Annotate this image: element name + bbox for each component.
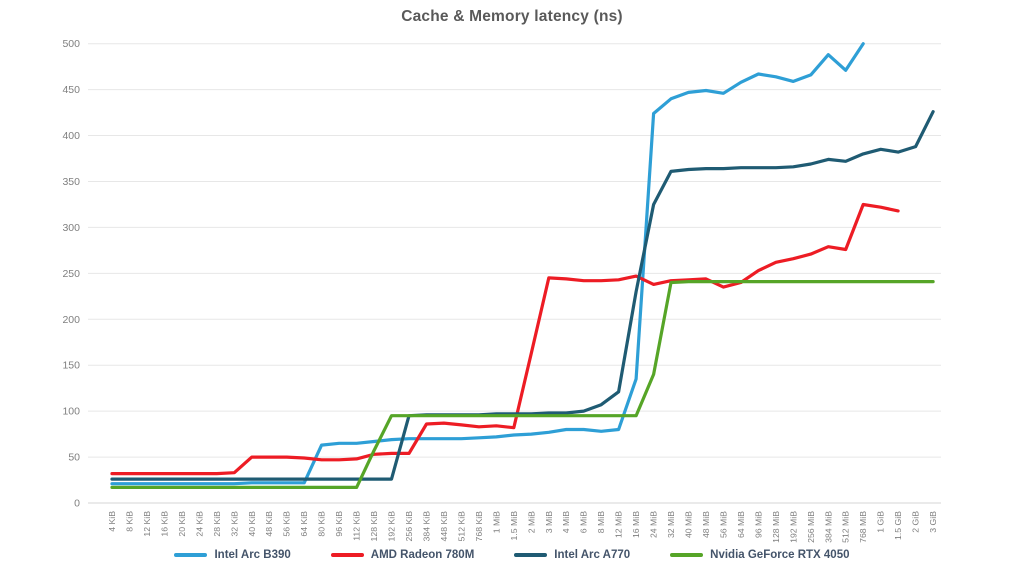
series-line-3	[110, 280, 935, 489]
y-tick-label: 250	[62, 268, 80, 280]
y-tick-label: 400	[62, 130, 80, 142]
x-axis-category-labels: 4 KiB 8 KiB 12 KiB 16 KiB 20 KiB 24 KiB 28 KiB…	[107, 511, 938, 543]
x-tick-label: 96 MiB	[753, 511, 763, 538]
x-tick-label: 128 KiB	[369, 511, 379, 542]
x-tick-label: 1.5 MiB	[509, 511, 519, 541]
y-tick-label: 100	[62, 406, 80, 418]
legend-swatch	[174, 553, 208, 557]
legend-label: Intel Arc B390	[214, 549, 291, 561]
x-tick-label: 64 MiB	[736, 511, 746, 538]
y-tick-label: 500	[62, 38, 80, 50]
legend-label: Intel Arc A770	[554, 549, 631, 561]
x-tick-label: 1 GiB	[876, 511, 886, 533]
x-tick-label: 4 KiB	[107, 511, 117, 532]
x-tick-label: 56 KiB	[282, 511, 292, 537]
x-tick-label: 256 MiB	[806, 511, 816, 543]
y-tick-label: 50	[68, 452, 80, 464]
x-tick-label: 384 KiB	[421, 511, 431, 542]
x-tick-label: 24 KiB	[194, 511, 204, 537]
series-line-2	[110, 110, 935, 481]
legend-swatch	[330, 553, 364, 557]
x-tick-label: 512 KiB	[456, 511, 466, 542]
x-tick-label: 384 MiB	[823, 511, 833, 543]
legend: Intel Arc B390 AMD Radeon 780M Intel Arc A…	[0, 549, 1024, 561]
x-tick-label: 8 MiB	[596, 511, 606, 533]
legend-item-0: Intel Arc B390	[174, 549, 291, 561]
x-tick-label: 192 MiB	[788, 511, 798, 543]
x-tick-label: 28 KiB	[212, 511, 222, 537]
y-tick-label: 150	[62, 360, 80, 372]
y-tick-label: 450	[62, 84, 80, 96]
x-tick-label: 768 KiB	[474, 511, 484, 542]
y-tick-label: 0	[74, 498, 80, 510]
x-tick-label: 128 MiB	[771, 511, 781, 543]
x-tick-label: 6 MiB	[579, 511, 589, 533]
x-tick-label: 3 MiB	[544, 511, 554, 533]
x-tick-label: 4 MiB	[561, 511, 571, 533]
legend-label: AMD Radeon 780M	[370, 549, 475, 561]
x-tick-label: 48 KiB	[264, 511, 274, 537]
y-tick-label: 300	[62, 222, 80, 234]
x-tick-label: 12 MiB	[614, 511, 624, 538]
x-tick-label: 2 MiB	[526, 511, 536, 533]
chart-title: Cache & Memory latency (ns)	[401, 8, 623, 25]
legend-label: Nvidia GeForce RTX 4050	[710, 549, 850, 561]
x-tick-label: 56 MiB	[718, 511, 728, 538]
x-tick-label: 768 MiB	[858, 511, 868, 543]
x-tick-label: 16 MiB	[631, 511, 641, 538]
legend-item-3: Nvidia GeForce RTX 4050	[670, 549, 850, 561]
x-tick-label: 48 MiB	[701, 511, 711, 538]
x-tick-label: 448 KiB	[439, 511, 449, 542]
gridlines	[88, 43, 941, 504]
x-tick-label: 40 MiB	[684, 511, 694, 538]
y-tick-label: 350	[62, 176, 80, 188]
x-tick-label: 3 GiB	[928, 511, 938, 533]
x-tick-label: 32 MiB	[666, 511, 676, 538]
series-line-1	[110, 202, 900, 476]
x-tick-label: 2 GiB	[911, 511, 921, 533]
x-tick-label: 112 KiB	[352, 511, 362, 541]
x-tick-label: 1 MiB	[491, 511, 501, 533]
series-line-0	[110, 42, 865, 486]
x-tick-label: 32 KiB	[229, 511, 239, 537]
x-tick-label: 20 KiB	[177, 511, 187, 537]
x-tick-label: 256 KiB	[404, 511, 414, 542]
y-tick-label: 200	[62, 314, 80, 326]
x-tick-label: 40 KiB	[247, 511, 257, 537]
x-tick-label: 12 KiB	[142, 511, 152, 537]
x-tick-label: 8 KiB	[124, 511, 134, 532]
x-tick-label: 16 KiB	[159, 511, 169, 537]
x-tick-label: 24 MiB	[649, 511, 659, 538]
x-tick-label: 1.5 GiB	[893, 511, 903, 540]
x-tick-label: 80 KiB	[317, 511, 327, 537]
x-tick-label: 512 MiB	[841, 511, 851, 543]
x-tick-label: 96 KiB	[334, 511, 344, 537]
legend-swatch	[670, 553, 704, 557]
legend-swatch	[514, 553, 548, 557]
x-tick-label: 64 KiB	[299, 511, 309, 537]
y-axis-tick-labels: 0 50 100 150 200 250 300 350 400 450 500	[62, 38, 80, 509]
legend-item-1: AMD Radeon 780M	[330, 549, 475, 561]
x-tick-label: 192 KiB	[387, 511, 397, 542]
legend-item-2: Intel Arc A770	[514, 549, 630, 561]
